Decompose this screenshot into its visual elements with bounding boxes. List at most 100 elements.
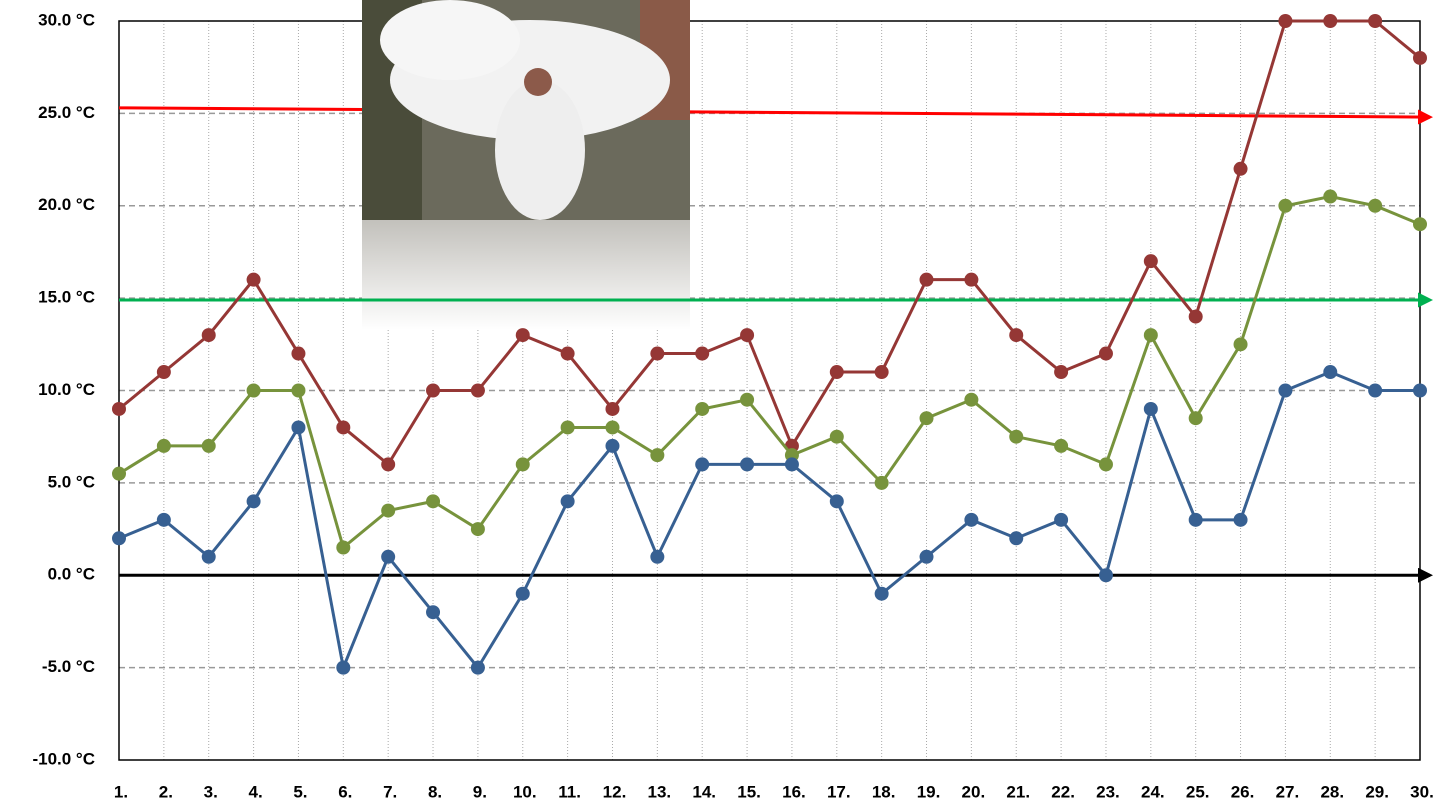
data-point xyxy=(785,457,799,471)
data-point xyxy=(650,448,664,462)
x-tick-label: 25. xyxy=(1186,782,1210,801)
data-point xyxy=(650,550,664,564)
x-tick-label: 15. xyxy=(737,782,761,801)
data-point xyxy=(561,347,575,361)
data-point xyxy=(1234,513,1248,527)
data-point xyxy=(381,550,395,564)
data-point xyxy=(1234,337,1248,351)
data-point xyxy=(695,402,709,416)
photo-center xyxy=(524,68,552,96)
data-point xyxy=(1413,51,1427,65)
x-tick-label: 24. xyxy=(1141,782,1165,801)
data-point xyxy=(740,328,754,342)
x-tick-label: 18. xyxy=(872,782,896,801)
data-point xyxy=(830,430,844,444)
data-point xyxy=(1054,439,1068,453)
data-point xyxy=(1099,457,1113,471)
x-tick-label: 10. xyxy=(513,782,537,801)
x-tick-label: 7. xyxy=(383,782,397,801)
x-tick-label: 30. xyxy=(1410,782,1434,801)
x-tick-label: 17. xyxy=(827,782,851,801)
x-tick-label: 9. xyxy=(473,782,487,801)
data-point xyxy=(605,439,619,453)
data-point xyxy=(1368,14,1382,28)
x-tick-label: 8. xyxy=(428,782,442,801)
x-tick-label: 4. xyxy=(248,782,262,801)
data-point xyxy=(112,402,126,416)
x-tick-label: 23. xyxy=(1096,782,1120,801)
x-tick-label: 6. xyxy=(338,782,352,801)
x-tick-label: 19. xyxy=(917,782,941,801)
photo xyxy=(362,0,690,330)
y-tick-label: 30.0 °C xyxy=(38,10,95,29)
data-point xyxy=(1278,14,1292,28)
data-point xyxy=(516,457,530,471)
data-point xyxy=(650,347,664,361)
data-point xyxy=(336,661,350,675)
data-point xyxy=(112,467,126,481)
data-point xyxy=(471,522,485,536)
x-tick-label: 14. xyxy=(692,782,716,801)
data-point xyxy=(1144,402,1158,416)
x-tick-label: 1. xyxy=(114,782,128,801)
x-tick-label: 12. xyxy=(603,782,627,801)
data-point xyxy=(1278,384,1292,398)
data-point xyxy=(1323,190,1337,204)
data-point xyxy=(740,393,754,407)
data-point xyxy=(561,494,575,508)
data-point xyxy=(157,513,171,527)
data-point xyxy=(471,384,485,398)
data-point xyxy=(1009,430,1023,444)
data-point xyxy=(202,439,216,453)
back-layer xyxy=(119,108,1430,117)
y-tick-label: 5.0 °C xyxy=(48,472,95,491)
x-tick-label: 2. xyxy=(159,782,173,801)
data-point xyxy=(1368,384,1382,398)
series-line xyxy=(119,21,1420,464)
x-tick-label: 16. xyxy=(782,782,806,801)
data-point xyxy=(875,365,889,379)
data-point xyxy=(247,384,261,398)
data-point xyxy=(695,347,709,361)
data-point xyxy=(1144,254,1158,268)
data-point xyxy=(157,439,171,453)
data-point xyxy=(1189,310,1203,324)
data-point xyxy=(202,328,216,342)
data-point xyxy=(1009,328,1023,342)
x-tick-label: 21. xyxy=(1006,782,1030,801)
data-point xyxy=(1189,513,1203,527)
x-tick-label: 13. xyxy=(648,782,672,801)
data-point xyxy=(1413,217,1427,231)
x-tick-label: 22. xyxy=(1051,782,1075,801)
data-point xyxy=(1054,513,1068,527)
data-point xyxy=(112,531,126,545)
data-point xyxy=(471,661,485,675)
data-point xyxy=(202,550,216,564)
y-tick-label: -5.0 °C xyxy=(42,657,95,676)
y-tick-label: 15.0 °C xyxy=(38,288,95,307)
photo-petal xyxy=(495,80,585,220)
data-point xyxy=(1009,531,1023,545)
data-point xyxy=(695,457,709,471)
data-point xyxy=(920,411,934,425)
data-point xyxy=(920,550,934,564)
series-line xyxy=(119,197,1420,548)
x-tick-label: 27. xyxy=(1276,782,1300,801)
data-point xyxy=(1368,199,1382,213)
data-point xyxy=(426,494,440,508)
data-point xyxy=(830,494,844,508)
data-point xyxy=(740,457,754,471)
x-tick-label: 26. xyxy=(1231,782,1255,801)
y-tick-label: 25.0 °C xyxy=(38,103,95,122)
data-point xyxy=(1323,14,1337,28)
data-point xyxy=(426,605,440,619)
data-point xyxy=(605,420,619,434)
data-point xyxy=(920,273,934,287)
chart: -10.0 °C-5.0 °C0.0 °C5.0 °C10.0 °C15.0 °… xyxy=(0,0,1438,806)
data-point xyxy=(291,347,305,361)
photo-petal xyxy=(380,0,520,80)
photo-fade xyxy=(362,220,690,330)
data-point xyxy=(291,384,305,398)
data-point xyxy=(336,420,350,434)
x-tick-label: 5. xyxy=(293,782,307,801)
